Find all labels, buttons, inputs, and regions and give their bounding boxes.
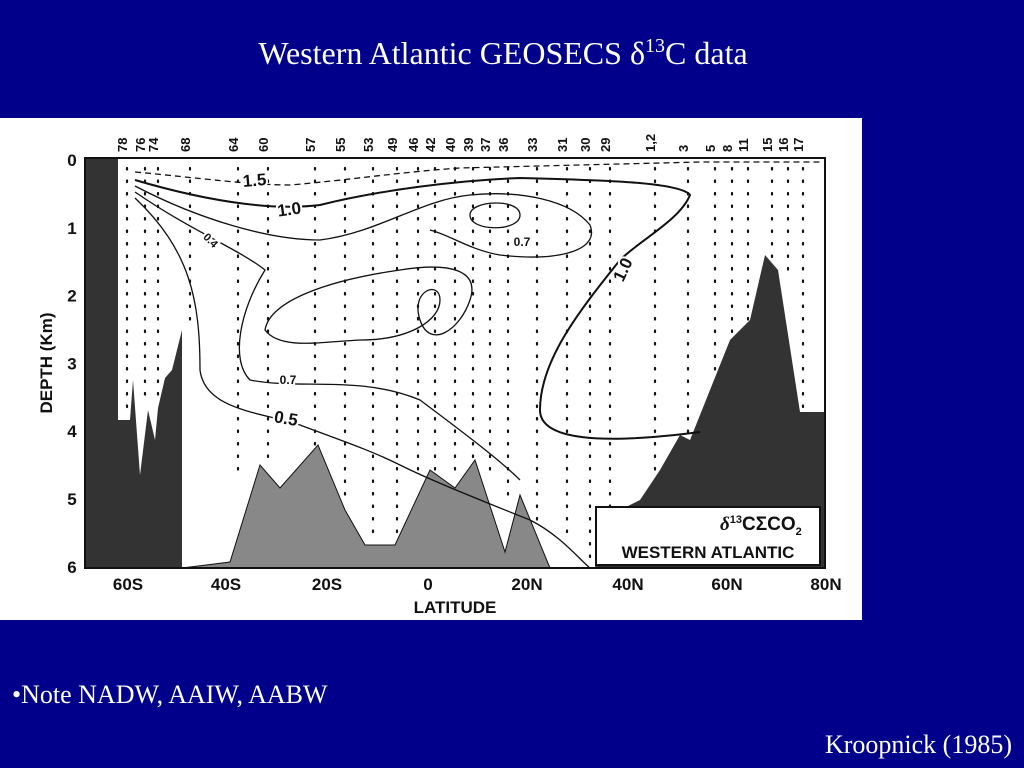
station-label: 78 xyxy=(115,138,130,152)
station-label: 64 xyxy=(226,137,241,152)
legend: δ13CΣCO2 WESTERN ATLANTIC xyxy=(595,506,821,566)
station-label: 29 xyxy=(598,138,613,152)
x-tick-label: 60N xyxy=(711,575,742,594)
station-label: 53 xyxy=(361,138,376,152)
slide-title: Western Atlantic GEOSECS δ13C data xyxy=(258,35,747,71)
station-label: 55 xyxy=(333,138,348,152)
contour-label: 0.5 xyxy=(273,407,300,430)
station-label: 16 xyxy=(776,138,791,152)
contour-label: 1.0 xyxy=(276,199,302,221)
contour xyxy=(134,191,521,481)
station-label: 76 xyxy=(133,138,148,152)
contour-label: 1.5 xyxy=(242,170,267,191)
y-tick-label: 5 xyxy=(67,490,76,509)
station-label: 30 xyxy=(578,138,593,152)
y-tick-label: 0 xyxy=(67,151,76,170)
station-label: 46 xyxy=(406,138,421,152)
contour xyxy=(134,197,591,569)
x-tick-label: 40S xyxy=(211,575,241,594)
station-label: 8 xyxy=(720,145,735,152)
station-label: 57 xyxy=(303,138,318,152)
station-label: 33 xyxy=(525,138,540,152)
station-label: 39 xyxy=(461,138,476,152)
topography xyxy=(85,158,182,568)
station-label: 37 xyxy=(478,138,493,152)
contour xyxy=(134,161,820,186)
x-axis-label: LATITUDE xyxy=(414,598,497,617)
x-tick-label: 0 xyxy=(423,575,432,594)
legend-region: WESTERN ATLANTIC xyxy=(622,543,795,562)
y-tick-label: 3 xyxy=(67,354,76,373)
contour xyxy=(264,266,473,344)
legend-box xyxy=(595,506,821,566)
y-tick-label: 2 xyxy=(67,287,76,306)
x-tick-label: 40N xyxy=(612,575,643,594)
station-label: 40 xyxy=(443,138,458,152)
contour xyxy=(134,176,701,440)
station-label: 60 xyxy=(256,138,271,152)
x-tick-label: 60S xyxy=(113,575,143,594)
y-tick-label: 1 xyxy=(67,219,76,238)
station-label: 36 xyxy=(496,138,511,152)
y-tick-label: 4 xyxy=(67,422,77,441)
contour xyxy=(469,202,521,229)
station-label: 49 xyxy=(385,138,400,152)
station-label: 42 xyxy=(423,138,438,152)
plot-frame xyxy=(84,157,826,569)
bullet-note: •Note NADW, AAIW, AABW xyxy=(12,680,328,709)
topography xyxy=(595,255,825,568)
station-label: 74 xyxy=(146,137,161,152)
x-tick-label: 20N xyxy=(511,575,542,594)
y-axis-label: DEPTH (Km) xyxy=(37,312,56,413)
contour-label: 0.7 xyxy=(280,373,297,387)
station-label: 11 xyxy=(736,138,751,152)
station-label: 1,2 xyxy=(643,134,658,152)
station-label: 68 xyxy=(178,138,193,152)
station-label: 5 xyxy=(703,145,718,152)
contour xyxy=(134,185,593,258)
station-label: 17 xyxy=(791,138,806,152)
station-label: 31 xyxy=(555,138,570,152)
contour-label: 0.7 xyxy=(514,235,531,249)
legend-symbol: δ13CΣCO2 xyxy=(720,514,802,538)
y-tick-label: 6 xyxy=(67,558,76,577)
station-label: 15 xyxy=(760,138,775,152)
station-label: 3 xyxy=(676,145,691,152)
x-tick-label: 80N xyxy=(810,575,841,594)
station-lines xyxy=(125,166,805,567)
x-tick-label: 20S xyxy=(312,575,342,594)
citation: Kroopnick (1985) xyxy=(825,730,1012,759)
contours xyxy=(134,161,820,569)
